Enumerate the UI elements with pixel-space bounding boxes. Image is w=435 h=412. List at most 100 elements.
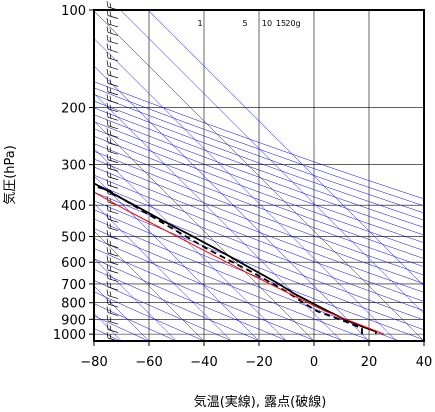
x-tick-label: −60 <box>135 355 162 370</box>
mixing-ratio-label: 10 <box>262 19 272 28</box>
isotherm-line <box>94 230 205 341</box>
dry-adiabat-line <box>94 158 424 284</box>
isotherm-line <box>94 38 397 341</box>
y-tick-label: 300 <box>61 159 86 174</box>
y-axis-label: 気圧(hPa) <box>2 145 18 205</box>
wind-barb-layer <box>106 0 119 342</box>
wind-barb <box>106 77 119 87</box>
y-tick-label: 200 <box>61 102 86 117</box>
wind-barb <box>106 0 119 11</box>
dry-adiabat-line <box>94 237 344 341</box>
dry-adiabat-line <box>94 128 424 251</box>
wind-barb <box>106 297 119 308</box>
dewpoint-line <box>94 185 363 335</box>
wind-barb <box>106 179 119 189</box>
y-tick-label: 400 <box>61 199 86 214</box>
isotherm-line <box>94 175 260 341</box>
wind-barb <box>106 314 119 325</box>
wind-barb <box>106 247 119 257</box>
wind-barb <box>106 51 119 62</box>
isotherm-line <box>94 285 150 341</box>
wind-barb <box>106 323 119 333</box>
dry-adiabat-line <box>94 100 424 221</box>
wind-barb <box>106 85 119 96</box>
dry-adiabat-line <box>94 248 316 341</box>
y-tick-label: 900 <box>61 313 86 328</box>
wind-barb <box>106 272 119 282</box>
reference-line <box>94 191 385 335</box>
wind-barb <box>106 26 119 36</box>
dry-adiabat-line <box>94 191 424 321</box>
x-tick-label: −80 <box>80 355 107 370</box>
y-tick-label: 500 <box>61 231 86 246</box>
dry-adiabat-line <box>94 315 149 341</box>
dry-adiabat-line <box>94 94 424 214</box>
wind-barb <box>106 128 119 138</box>
wind-barb <box>106 60 119 70</box>
dry-adiabat-line <box>94 258 288 341</box>
isotherm-line <box>120 10 424 314</box>
isotherm-line <box>94 258 177 341</box>
dry-adiabat-line <box>94 121 424 244</box>
wind-barb <box>106 170 119 181</box>
isotherm-line <box>94 203 232 341</box>
wind-barb <box>106 230 119 240</box>
mixing-ratio-label: 20g <box>285 19 300 28</box>
wind-barb <box>106 111 119 121</box>
dry-adiabat-line <box>94 218 400 341</box>
dry-adiabat-line <box>94 209 424 341</box>
isotherm-line <box>94 93 342 341</box>
dry-adiabat-line <box>94 228 372 341</box>
dry-adiabat-line <box>94 107 424 228</box>
wind-barb <box>106 306 119 316</box>
wind-barb <box>106 331 119 342</box>
y-tick-label: 100 <box>61 4 86 19</box>
dry-adiabat-line <box>94 174 424 302</box>
x-tick-label: 20 <box>361 355 378 370</box>
dry-adiabat-line <box>94 280 233 341</box>
dry-adiabat-line <box>94 150 424 276</box>
temperature-line <box>94 182 377 335</box>
wind-barb <box>106 281 119 291</box>
isotherm-line <box>94 148 287 341</box>
wind-barb <box>106 17 119 28</box>
wind-barb <box>106 213 119 223</box>
y-tick-label: 600 <box>61 256 86 271</box>
isotherm-line <box>94 10 424 341</box>
wind-barb <box>106 136 119 147</box>
wind-barb <box>106 102 119 113</box>
mixing-ratio-label: 15 <box>276 19 286 28</box>
wind-barb <box>106 264 119 274</box>
wind-barb <box>106 119 119 130</box>
mixing-ratio-label: 5 <box>242 19 247 28</box>
dry-adiabat-line <box>94 135 424 259</box>
wind-barb <box>106 204 119 215</box>
y-tick-label: 800 <box>61 297 86 312</box>
dry-adiabat-line <box>94 183 424 311</box>
isotherm-line <box>94 120 315 341</box>
dry-adiabat-line <box>94 114 424 236</box>
wind-barb <box>106 289 119 299</box>
dry-adiabat-line <box>94 291 205 341</box>
y-tick-label: 1000 <box>53 328 86 343</box>
wind-barb <box>106 238 119 248</box>
dry-adiabat-line <box>94 143 424 267</box>
x-tick-label: −40 <box>190 355 217 370</box>
x-tick-label: 0 <box>310 355 318 370</box>
isotherm-line <box>94 65 370 341</box>
wind-barb <box>106 34 119 45</box>
wind-barb <box>106 153 119 164</box>
y-tick-label: 700 <box>61 278 86 293</box>
guide-layer <box>94 10 424 341</box>
tick-layer: 1 5 10 15 20g1002003004005006007008009001000… <box>53 4 432 370</box>
wind-barb <box>106 94 119 104</box>
wind-barb <box>106 162 119 172</box>
wind-barb <box>106 43 119 53</box>
wind-barb <box>106 255 119 265</box>
series-layer <box>94 182 385 335</box>
mixing-ratio-label: 1 <box>197 19 202 28</box>
dry-adiabat-line <box>94 303 177 341</box>
wind-barb <box>106 221 119 232</box>
x-axis-label: 気温(実線), 露点(破線) <box>194 394 327 410</box>
